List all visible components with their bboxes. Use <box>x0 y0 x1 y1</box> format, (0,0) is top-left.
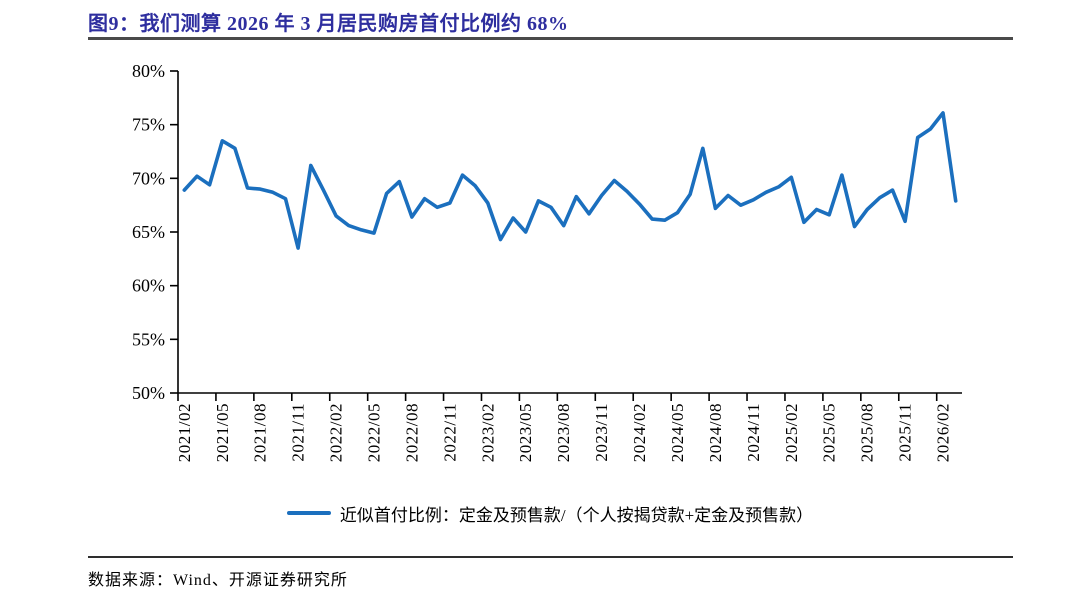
y-tick-label: 80% <box>132 61 165 81</box>
x-tick-label: 2025/02 <box>782 403 801 462</box>
x-tick-label: 2024/02 <box>630 403 649 462</box>
x-tick-label: 2021/02 <box>175 403 194 462</box>
title-rule <box>88 37 1013 40</box>
x-tick-label: 2024/05 <box>668 403 687 462</box>
x-tick-label: 2022/08 <box>402 403 421 462</box>
x-tick-label: 2026/02 <box>934 403 953 462</box>
x-tick-label: 2025/11 <box>896 403 915 462</box>
y-tick-label: 70% <box>132 168 165 188</box>
y-tick-label: 60% <box>132 276 165 296</box>
line-chart: 80% 75% 70% 65% 60% 55% 50% 2021/02 2021/05 2021/… <box>132 61 962 462</box>
x-tick-label: 2021/08 <box>251 403 270 462</box>
x-tick-label: 2025/05 <box>820 403 839 462</box>
x-tick-label: 2023/11 <box>592 403 611 462</box>
x-tick-label: 2024/11 <box>744 403 763 462</box>
x-tick-label: 2023/02 <box>478 403 497 462</box>
x-tick-label: 2022/05 <box>365 403 384 462</box>
legend-label: 近似首付比例：定金及预售款/（个人按揭贷款+定金及预售款） <box>339 505 814 525</box>
x-tick-label: 2021/05 <box>213 403 232 462</box>
footer-rule <box>88 556 1013 558</box>
x-tick-label: 2023/08 <box>554 403 573 462</box>
x-tick-label: 2023/05 <box>516 403 535 462</box>
y-tick-label: 50% <box>132 383 165 403</box>
legend: 近似首付比例：定金及预售款/（个人按揭贷款+定金及预售款） <box>60 501 1040 525</box>
y-tick-label: 75% <box>132 115 165 135</box>
series-line <box>182 111 958 250</box>
x-tick-label: 2022/11 <box>440 403 459 462</box>
y-tick-label: 55% <box>132 329 165 349</box>
x-tick-label: 2024/08 <box>706 403 725 462</box>
source-note: 数据来源：Wind、开源证券研究所 <box>88 572 348 589</box>
x-tick-label: 2025/08 <box>858 403 877 462</box>
x-tick-label: 2022/02 <box>327 403 346 462</box>
x-tick-label: 2021/11 <box>289 403 308 462</box>
figure-title: 图9：我们测算 2026 年 3 月居民购房首付比例约 68% <box>88 13 569 35</box>
y-tick-label: 65% <box>132 222 165 242</box>
legend-line-swatch <box>286 511 331 515</box>
